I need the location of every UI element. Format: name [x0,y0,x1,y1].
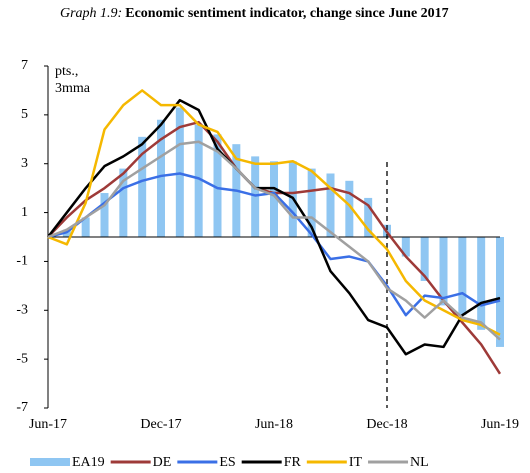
x-tick-label: Dec-18 [366,417,407,432]
bar [100,193,109,237]
legend-label: IT [349,455,363,470]
y-tick-label: 1 [21,205,28,220]
bar [157,119,165,237]
legend-label: EA19 [72,455,105,470]
bar [420,237,429,281]
y-tick-label: -5 [16,351,28,366]
bar [213,134,222,237]
y-tick-label: -7 [16,400,28,415]
bar [364,197,373,237]
axis-annotation: pts., [55,64,78,79]
title-line: Economic sentiment indicator, change sin… [125,6,448,21]
bar [496,237,504,347]
legend-label: ES [219,455,235,470]
title-text: Economic sentiment indicator, change sin… [125,6,448,21]
x-tick-label: Dec-17 [140,417,181,432]
bar [270,161,278,237]
bar [194,124,203,237]
series-line [47,140,501,341]
x-tick-label: Jun-18 [255,417,293,432]
chart-title: Graph 1.9: Economic sentiment indicator, … [60,6,449,21]
legend-label: NL [410,455,429,470]
bars [62,107,504,347]
series-line [47,98,501,356]
y-tick-label: -3 [16,303,28,318]
bar [458,237,467,316]
bar [119,168,128,237]
bar [401,237,410,257]
x-tick-label: Jun-19 [481,417,519,432]
y-tick-label: -1 [16,254,28,269]
y-tick-label: 5 [21,107,28,122]
bar [81,217,90,237]
legend-label: FR [284,455,302,470]
x-tick-label: Jun-17 [29,417,67,432]
bar [345,180,354,237]
y-tick-label: 7 [21,58,28,73]
series-line [47,172,501,317]
series-line [47,89,501,336]
bar [477,237,486,330]
bar [439,237,448,306]
bar [326,173,335,237]
y-tick-label: 3 [21,156,28,171]
axis-annotation: 3mma [55,81,91,96]
bar [307,168,316,237]
legend-swatch [30,458,70,466]
bar [138,136,147,237]
title-prefix: Graph 1.9: [60,6,122,21]
legend-label: DE [153,455,172,470]
